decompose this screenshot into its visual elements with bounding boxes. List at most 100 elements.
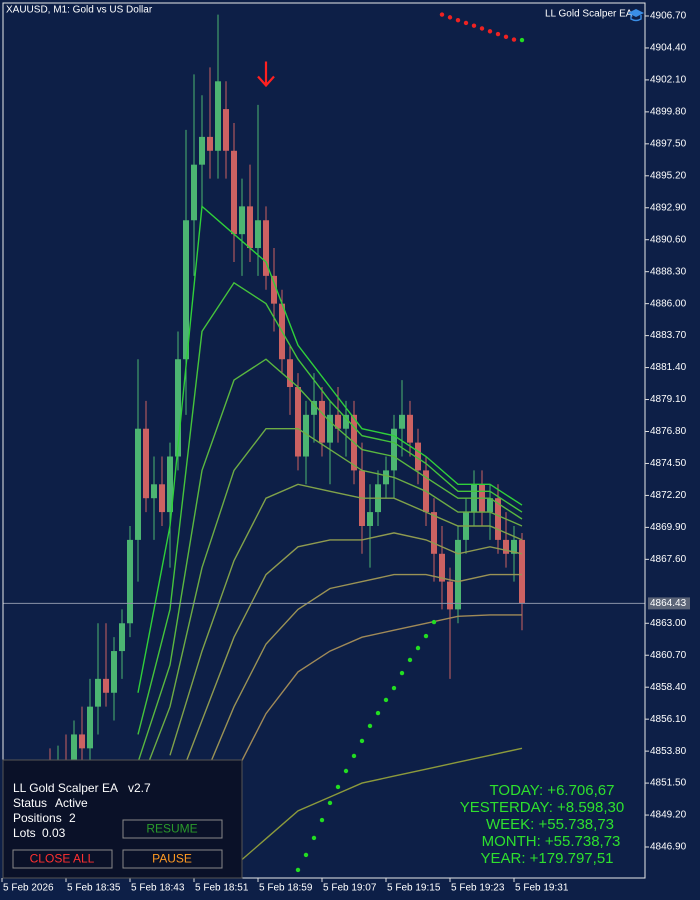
candle-body [159, 484, 165, 513]
ma-line [137, 204, 523, 693]
y-tick-label: 4888.30 [650, 266, 687, 277]
y-tick-label: 4902.10 [650, 75, 687, 86]
candle-body [263, 220, 269, 276]
button-frame[interactable] [122, 819, 223, 839]
sar-dot [327, 800, 333, 806]
button-frame[interactable] [12, 849, 113, 869]
candle-body [343, 414, 349, 429]
sar-dot [415, 645, 421, 651]
button-label[interactable]: CLOSE ALL [30, 852, 95, 866]
y-tick-label: 4886.00 [650, 298, 687, 309]
y-tick-label: 4846.90 [650, 842, 687, 853]
candle-body [495, 498, 501, 540]
y-tick-label: 4860.70 [650, 650, 687, 661]
candle-body [503, 539, 509, 554]
candle-body [519, 539, 525, 604]
candle-body [103, 678, 109, 693]
positions-value: 2 [69, 811, 76, 825]
sar-dot [335, 784, 341, 790]
ma-line [169, 532, 523, 805]
sar-dot [439, 12, 445, 17]
stat: YEAR: +179.797,51 [480, 850, 613, 867]
button-frame[interactable] [122, 849, 223, 869]
candle-body [175, 359, 181, 457]
y-tick-label: 4890.60 [650, 234, 687, 245]
candle-body [191, 164, 197, 221]
sar-dot [423, 633, 429, 639]
x-tick-label: 5 Feb 2026 [3, 883, 54, 894]
panel-title: LL Gold Scalper EA [13, 781, 118, 795]
y-tick-label: 4876.80 [650, 426, 687, 437]
candle-body [367, 512, 373, 526]
x-tick-label: 5 Feb 18:59 [259, 883, 313, 894]
chart-title: XAUUSD, M1: Gold vs US Dollar [6, 5, 153, 16]
button-label[interactable]: PAUSE [152, 852, 192, 866]
sell-arrow [257, 61, 275, 88]
candle-body [127, 539, 133, 624]
y-tick-label: 4851.50 [650, 778, 687, 789]
panel-version: v2.7 [128, 781, 151, 795]
sar-dot [471, 23, 477, 28]
candle-body [119, 623, 125, 652]
ma-line [169, 483, 523, 756]
candle-body [287, 359, 293, 388]
candle-body [255, 220, 261, 249]
button-label[interactable]: RESUME [146, 822, 197, 836]
y-tick-label: 4849.20 [650, 810, 687, 821]
y-tick-label: 4879.10 [650, 394, 687, 405]
status-label: Status [13, 796, 47, 810]
x-tick-label: 5 Feb 19:23 [451, 883, 505, 894]
sar-dot [463, 20, 469, 26]
resume-button[interactable]: RESUME [122, 819, 223, 839]
sar-dot [503, 34, 509, 40]
candle-body [391, 428, 397, 471]
candle-body [71, 734, 77, 777]
candle-body [207, 136, 213, 151]
close-all-button[interactable]: CLOSE ALL [12, 849, 113, 869]
pause-button[interactable]: PAUSE [122, 849, 223, 869]
candle-body [231, 150, 237, 235]
sar-dot [303, 852, 309, 858]
stat: MONTH: +55.738,73 [482, 833, 621, 850]
candle-body [319, 400, 325, 443]
y-tick-label: 4895.20 [650, 170, 687, 181]
x-tick-label: 5 Feb 19:15 [387, 883, 441, 894]
candle-body [247, 206, 253, 249]
sar-dot [455, 17, 461, 23]
candle-body [111, 651, 117, 693]
candle-body [407, 414, 413, 443]
candle-body [335, 414, 341, 429]
y-tick-label: 4881.40 [650, 362, 687, 373]
stats: TODAY: +6.706,67 YESTERDAY: +8.598,30 WE… [460, 782, 624, 867]
ea-panel: LL Gold Scalper EA v2.7 Status Active Po… [2, 759, 243, 879]
sar-dot [311, 835, 317, 841]
price-label: 4864.43 [650, 598, 687, 609]
y-tick-label: 4899.80 [650, 107, 687, 118]
positions-label: Positions [13, 811, 62, 825]
ma-line [137, 358, 523, 763]
candle-body [487, 498, 493, 513]
candle-body [199, 136, 205, 165]
status-value: Active [55, 796, 88, 810]
sar-dot [367, 723, 373, 729]
candle-body [239, 206, 245, 235]
sar-dot [319, 817, 325, 823]
candle-body [223, 109, 229, 151]
y-tick-label: 4906.70 [650, 11, 687, 22]
candle-body [511, 539, 517, 554]
y-tick-label: 4897.50 [650, 138, 687, 149]
x-tick-label: 5 Feb 18:51 [195, 883, 249, 894]
candle-body [439, 553, 445, 582]
sar-dot [511, 37, 517, 42]
ma-line [201, 614, 522, 846]
plot [3, 12, 645, 873]
sar-dot [351, 753, 357, 759]
candle-body [95, 678, 101, 707]
candle-body [431, 512, 437, 554]
ma-line [137, 281, 523, 735]
sar-dot [407, 657, 413, 663]
plot-frame [2, 2, 646, 879]
candle-body [79, 734, 85, 749]
y-tick-label: 4904.40 [650, 43, 687, 54]
